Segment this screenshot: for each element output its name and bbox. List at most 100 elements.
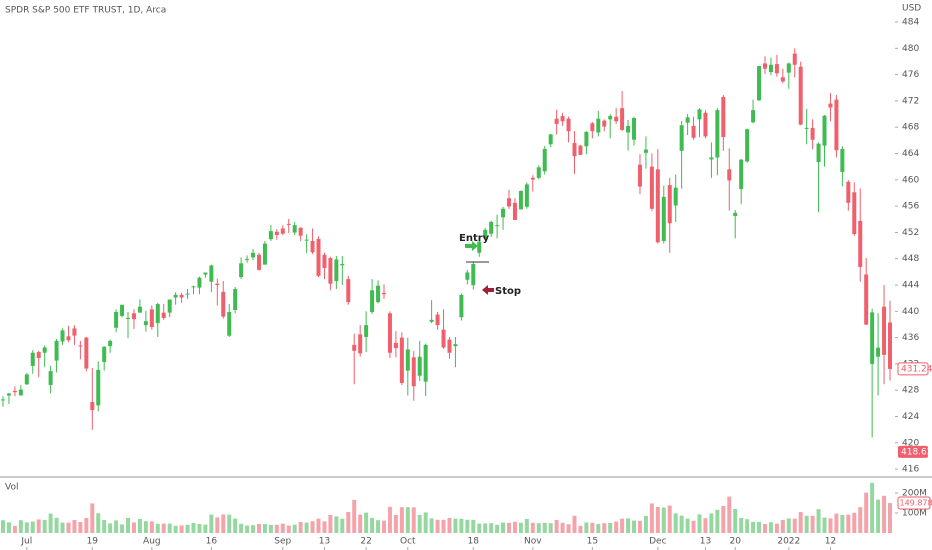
- volume-bar: [30, 521, 35, 533]
- volume-bar: [66, 522, 71, 533]
- currency-label: USD: [902, 4, 921, 14]
- candle-body: [590, 123, 595, 132]
- candle-body: [697, 109, 702, 120]
- volume-bar: [149, 521, 154, 533]
- candle-body: [114, 311, 119, 328]
- candle-body: [560, 116, 565, 122]
- volume-bar: [768, 522, 773, 533]
- candle-body: [673, 187, 678, 206]
- candle-body: [733, 212, 738, 216]
- volume-bar: [233, 518, 238, 533]
- volume-bar: [370, 517, 375, 533]
- volume-bar: [429, 518, 434, 533]
- x-tick-label: Nov: [524, 537, 542, 547]
- candle-body: [143, 321, 148, 326]
- volume-bar: [185, 524, 190, 533]
- candle-body: [72, 328, 77, 336]
- candle-body: [507, 198, 512, 207]
- volume-bar: [614, 521, 619, 533]
- candle-body: [126, 317, 131, 319]
- candle-body: [340, 263, 345, 266]
- volume-bar: [608, 523, 613, 533]
- volume-bar: [197, 524, 202, 533]
- volume-bar: [602, 523, 607, 533]
- volume-badge-label: 149.878M: [900, 499, 932, 508]
- candle-body: [48, 371, 53, 385]
- volume-bar: [120, 524, 125, 533]
- volume-bar: [852, 512, 857, 533]
- volume-bar: [661, 507, 666, 533]
- candle-body: [280, 228, 285, 234]
- candle-body: [399, 337, 404, 383]
- candle-body: [36, 352, 41, 358]
- x-tick-label: 16: [206, 537, 218, 547]
- volume-bar: [459, 518, 464, 533]
- volume-bar: [364, 512, 369, 533]
- candle-body: [757, 66, 762, 101]
- candle-body: [715, 110, 720, 158]
- candle-body: [429, 319, 434, 322]
- candle-body: [30, 352, 35, 366]
- volume-bar: [816, 509, 821, 533]
- volume-bar: [715, 509, 720, 533]
- volume-bar: [483, 523, 488, 533]
- volume-bar: [501, 522, 506, 533]
- candle-body: [834, 99, 839, 151]
- candle-body: [512, 202, 517, 220]
- volume-bar: [667, 505, 672, 533]
- volume-bar: [6, 522, 11, 533]
- volume-bar: [876, 499, 881, 533]
- candle-body: [203, 272, 208, 275]
- candle-body: [435, 314, 440, 326]
- y-tick-label: 476: [902, 70, 919, 80]
- volume-bar: [739, 518, 744, 533]
- candle-body: [322, 254, 327, 268]
- candle-body: [96, 369, 101, 406]
- candle-body: [637, 164, 642, 187]
- volume-bar: [423, 512, 428, 533]
- candle-body: [12, 390, 17, 393]
- volume-bar: [131, 522, 136, 533]
- candle-body: [364, 325, 369, 337]
- volume-bar: [447, 518, 452, 533]
- volume-bar: [90, 503, 95, 533]
- volume-bar: [126, 518, 131, 533]
- candle-body: [620, 108, 625, 130]
- volume-bar: [524, 519, 529, 533]
- x-tick-label: Oct: [400, 537, 416, 547]
- candle-body: [167, 299, 172, 313]
- volume-bar: [340, 518, 345, 533]
- candle-body: [483, 229, 488, 239]
- volume-bar: [286, 525, 291, 533]
- candle-body: [804, 127, 809, 129]
- volume-bar: [203, 524, 208, 533]
- candle-body: [376, 285, 381, 303]
- volume-bar: [810, 515, 815, 533]
- candle-body: [24, 374, 29, 385]
- y-tick-label: 448: [902, 254, 919, 264]
- volume-bar: [673, 513, 678, 533]
- x-tick-label: 2022: [777, 537, 800, 547]
- candle-body: [405, 349, 410, 371]
- candle-body: [792, 53, 797, 65]
- candle-body: [286, 223, 291, 225]
- volume-bar: [102, 520, 107, 533]
- y-tick-label: 456: [902, 202, 919, 212]
- candle-body: [161, 312, 166, 319]
- candle-body: [346, 279, 351, 303]
- volume-bar: [441, 519, 446, 533]
- candle-body: [888, 322, 892, 369]
- x-tick-label: Dec: [649, 537, 666, 547]
- volume-bar: [774, 523, 779, 533]
- volume-bar: [507, 522, 512, 533]
- volume-bar: [215, 517, 220, 533]
- candle-body: [411, 357, 416, 387]
- volume-bar: [209, 514, 214, 533]
- candle-body: [262, 243, 267, 265]
- candle-body: [780, 77, 785, 82]
- volume-bar: [536, 523, 541, 533]
- candle-body: [632, 118, 637, 140]
- candle-body: [727, 169, 732, 181]
- volume-bar: [620, 518, 625, 533]
